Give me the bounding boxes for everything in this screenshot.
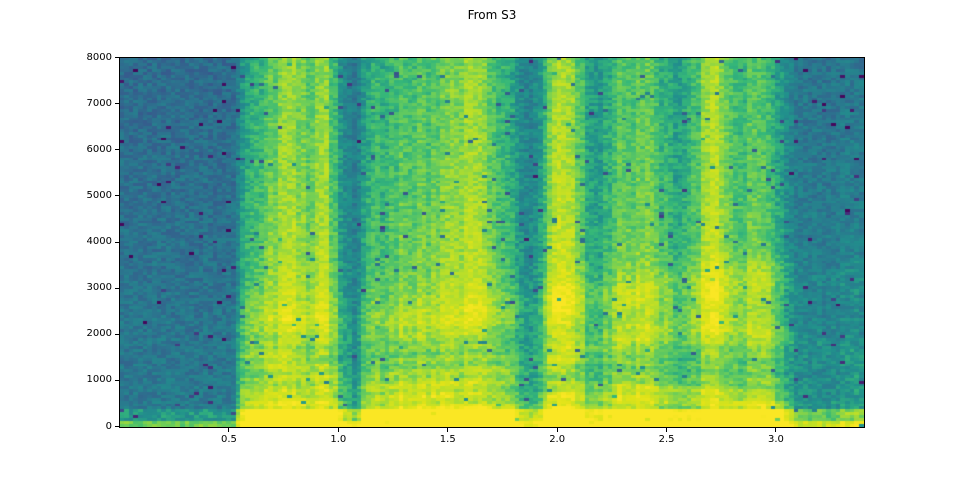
y-tick-mark	[115, 103, 119, 105]
x-tick-label: 1.5	[439, 433, 456, 445]
chart-title: From S3	[467, 8, 517, 22]
y-tick-mark	[115, 57, 119, 58]
y-tick-label: 6000	[86, 143, 112, 155]
spectrogram-image	[120, 58, 864, 427]
y-tick-mark	[115, 379, 119, 381]
y-tick-label: 1000	[86, 374, 112, 386]
x-tick-label: 3.0	[768, 433, 784, 445]
x-tick-label: 1.0	[330, 433, 347, 445]
y-tick-label: 5000	[86, 189, 112, 201]
y-tick-label: 2000	[86, 328, 112, 340]
x-tick-label: 2.5	[658, 433, 675, 445]
x-tick-label: 0.5	[220, 433, 237, 445]
x-tick-mark	[556, 427, 558, 432]
x-tick-mark	[228, 427, 230, 432]
y-tick-mark	[115, 426, 119, 427]
y-tick-label: 7000	[86, 97, 112, 109]
x-tick-mark	[337, 427, 339, 432]
x-tick-label: 2.0	[549, 433, 566, 445]
y-tick-mark	[115, 241, 119, 243]
y-tick-label: 8000	[86, 51, 112, 63]
y-tick-mark	[115, 287, 119, 289]
y-tick-mark	[115, 195, 119, 197]
plot-area	[119, 57, 865, 428]
y-tick-label: 3000	[86, 282, 112, 294]
x-tick-mark	[775, 427, 777, 432]
x-tick-mark	[447, 427, 449, 432]
y-tick-mark	[115, 333, 119, 335]
y-tick-label: 0	[105, 420, 112, 432]
y-tick-label: 4000	[86, 236, 112, 247]
x-tick-mark	[666, 427, 668, 432]
y-tick-mark	[115, 149, 119, 151]
